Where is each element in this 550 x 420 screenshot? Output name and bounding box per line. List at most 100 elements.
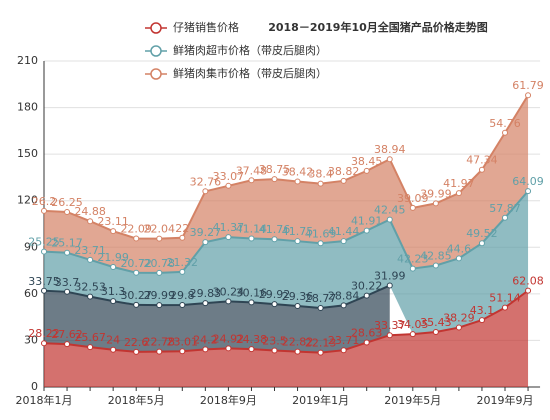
data-label: 34.05 <box>397 318 429 331</box>
line <box>43 190 529 274</box>
legend-marker <box>150 22 162 34</box>
point <box>87 256 94 263</box>
point <box>478 166 485 173</box>
data-label: 41.37 <box>213 221 245 234</box>
data-label: 32.76 <box>190 175 222 188</box>
point <box>432 328 439 335</box>
data-label: 23.11 <box>97 215 129 228</box>
point <box>294 238 301 245</box>
data-label: 33.75 <box>28 275 60 288</box>
data-label: 30.16 <box>236 286 268 299</box>
point <box>317 240 324 247</box>
y-tick-label: 210 <box>17 54 38 67</box>
point <box>363 227 370 234</box>
data-label: 23.01 <box>167 335 199 348</box>
point <box>271 301 278 308</box>
point <box>432 262 439 269</box>
data-label: 25.67 <box>74 331 106 344</box>
data-label: 35.43 <box>420 316 452 329</box>
point <box>502 129 508 136</box>
point <box>156 235 163 242</box>
point <box>386 332 393 339</box>
data-label: 38.94 <box>374 143 406 156</box>
data-label: 41.69 <box>305 227 337 240</box>
data-label: 29.99 <box>144 289 176 302</box>
data-label: 54.76 <box>489 117 521 130</box>
data-label: 29.83 <box>190 287 222 300</box>
data-label: 38.45 <box>351 155 383 168</box>
data-label: 22 <box>175 222 189 235</box>
point <box>478 317 485 324</box>
point <box>87 344 94 351</box>
point <box>271 176 278 183</box>
data-label: 22.78 <box>144 336 176 349</box>
data-label: 41.97 <box>443 177 475 190</box>
point <box>156 348 163 355</box>
point <box>64 249 71 256</box>
legend-label: 鲜猪肉超市价格（带皮后腿肉） <box>173 43 327 57</box>
data-label: 21.99 <box>97 251 129 264</box>
data-label: 38.42 <box>282 166 314 179</box>
point <box>179 234 186 241</box>
point <box>455 324 462 331</box>
data-label: 28.77 <box>305 292 337 305</box>
area <box>44 95 529 273</box>
data-label: 62.08 <box>512 275 544 288</box>
point <box>133 301 140 308</box>
data-label: 27.62 <box>51 328 83 341</box>
data-label: 24 <box>106 334 120 347</box>
point <box>248 235 255 242</box>
data-label: 47.34 <box>466 154 498 167</box>
data-label: 23.5 <box>262 335 287 348</box>
point <box>248 299 255 306</box>
point <box>225 345 232 352</box>
data-label: 41.76 <box>259 223 291 236</box>
data-label: 28.84 <box>328 289 360 302</box>
data-label: 24.2 <box>193 333 218 346</box>
point <box>64 208 71 215</box>
point <box>110 264 117 271</box>
point <box>409 331 416 338</box>
point <box>41 248 47 255</box>
line <box>43 289 529 354</box>
point <box>502 214 508 221</box>
y-tick-label: 60 <box>24 287 38 300</box>
point <box>41 340 47 347</box>
data-label: 28.63 <box>351 327 383 340</box>
point <box>156 302 163 309</box>
data-label: 39.99 <box>420 187 452 200</box>
point <box>386 156 393 163</box>
data-label: 29.92 <box>259 288 291 301</box>
point <box>133 269 140 276</box>
data-label: 33.37 <box>374 319 406 332</box>
data-label: 31.99 <box>374 270 406 283</box>
point <box>409 204 416 211</box>
line <box>43 94 529 240</box>
data-label: 21.32 <box>167 256 199 269</box>
point <box>294 302 301 309</box>
point <box>110 298 117 305</box>
data-label: 22.82 <box>282 336 314 349</box>
data-label: 38.75 <box>259 163 291 176</box>
y-tick-label: 150 <box>17 147 38 160</box>
data-label: 33.7 <box>55 276 80 289</box>
point <box>225 234 232 241</box>
point <box>41 287 47 294</box>
point <box>225 182 232 189</box>
data-label: 42.23 <box>397 253 429 266</box>
data-label: 25.17 <box>51 237 83 250</box>
point <box>317 349 324 356</box>
point <box>317 180 324 187</box>
data-label: 38.82 <box>328 165 360 178</box>
data-label: 43.1 <box>470 304 495 317</box>
point <box>294 178 301 185</box>
point <box>340 238 347 245</box>
point <box>478 240 485 247</box>
point <box>271 236 278 243</box>
point <box>202 300 209 307</box>
data-label: 22.09 <box>120 222 152 235</box>
point <box>502 304 508 311</box>
point <box>64 288 71 295</box>
data-label: 61.79 <box>512 79 544 92</box>
